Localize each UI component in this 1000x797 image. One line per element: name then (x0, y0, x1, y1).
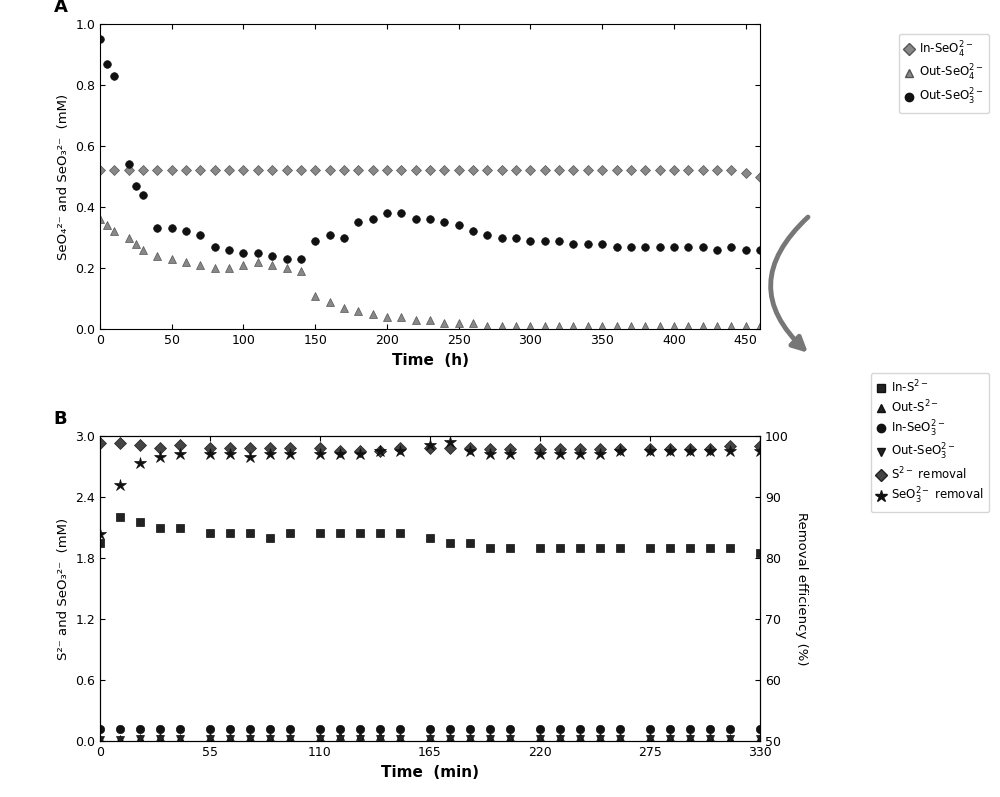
Text: A: A (54, 0, 68, 16)
Y-axis label: SeO₄²⁻ and SeO₃²⁻  (mM): SeO₄²⁻ and SeO₃²⁻ (mM) (57, 93, 70, 260)
X-axis label: Time  (h): Time (h) (392, 352, 468, 367)
Y-axis label: S²⁻ and SeO₃²⁻  (mM): S²⁻ and SeO₃²⁻ (mM) (57, 517, 70, 660)
Legend: In-S$^{2-}$, Out-S$^{2-}$, In-SeO$_3^{2-}$, Out-SeO$_3^{2-}$, S$^{2-}$ removal, : In-S$^{2-}$, Out-S$^{2-}$, In-SeO$_3^{2-… (871, 372, 989, 512)
Y-axis label: Removal efficiency (%): Removal efficiency (%) (795, 512, 808, 665)
Legend: In-SeO$_4^{2-}$, Out-SeO$_4^{2-}$, Out-SeO$_3^{2-}$: In-SeO$_4^{2-}$, Out-SeO$_4^{2-}$, Out-S… (899, 33, 989, 113)
X-axis label: Time  (min): Time (min) (381, 764, 479, 779)
Text: B: B (54, 410, 67, 428)
